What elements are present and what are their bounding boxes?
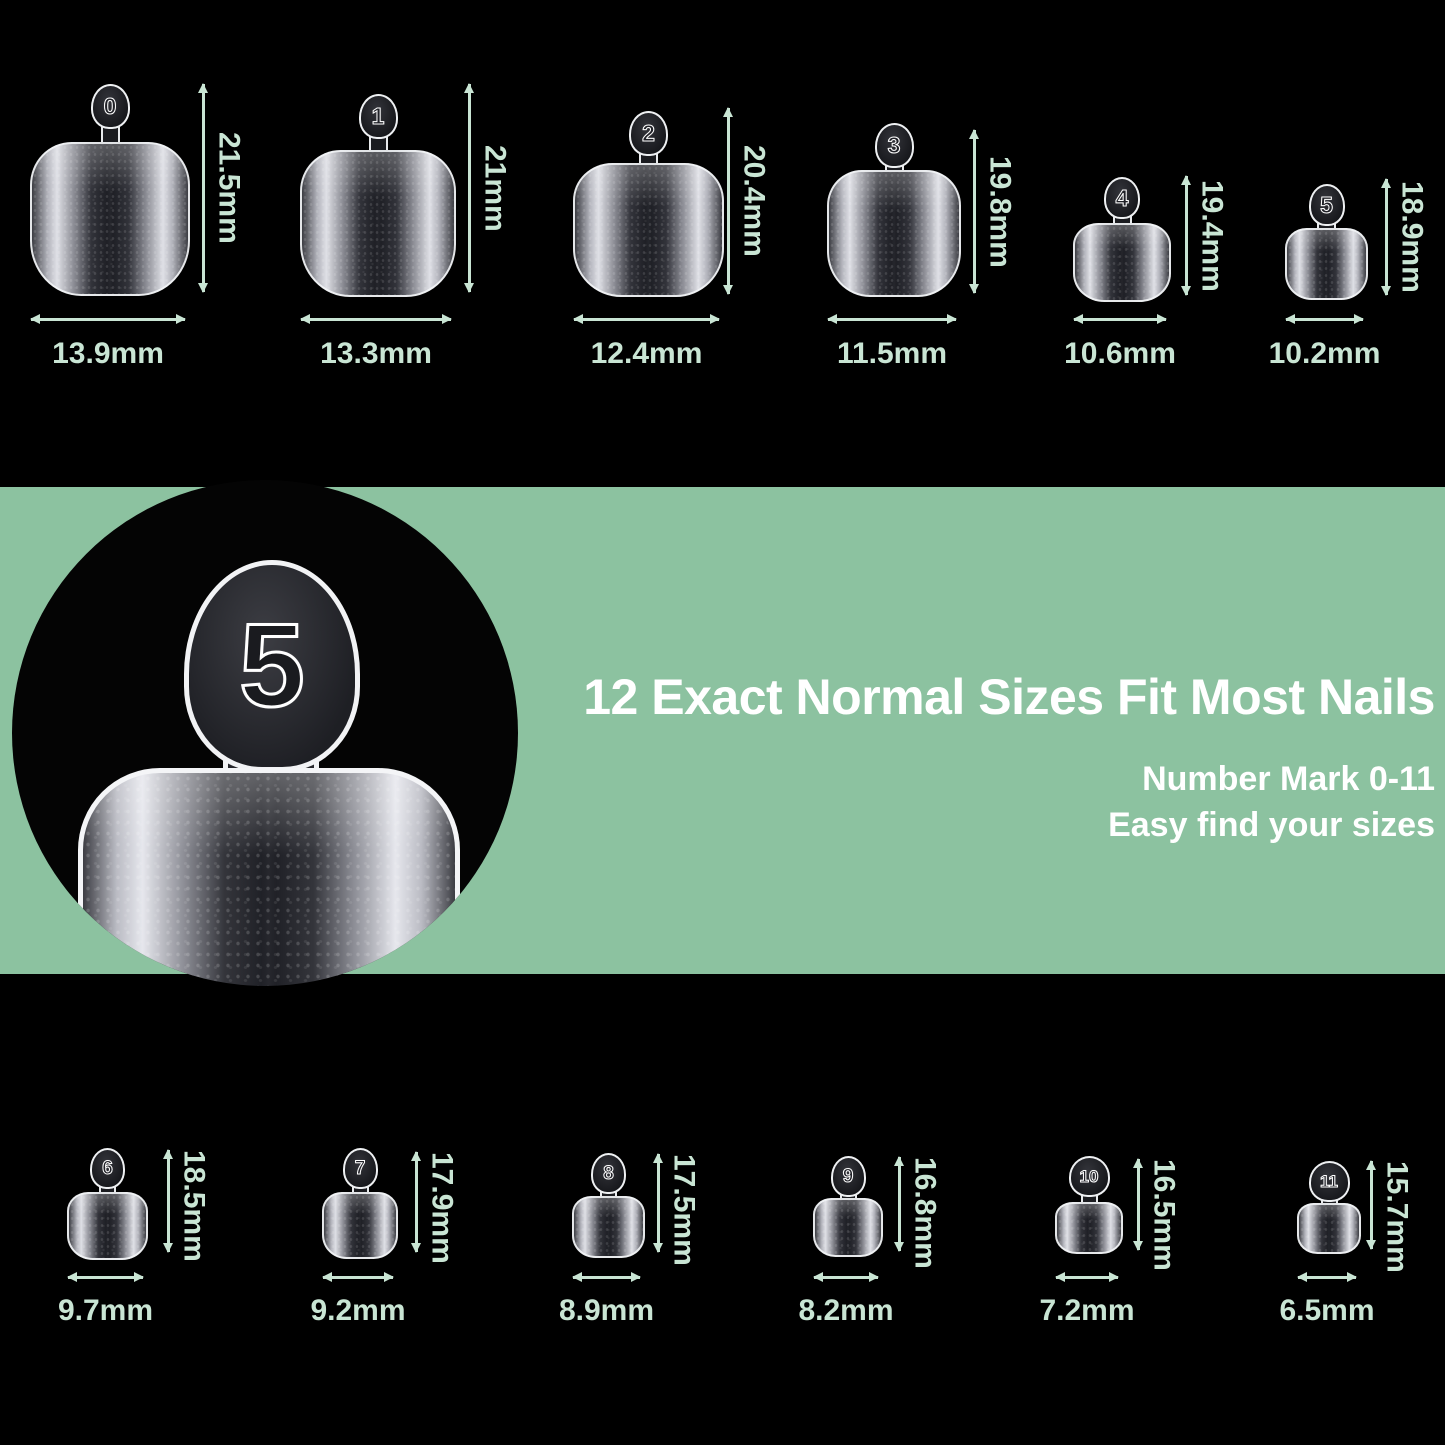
width-label: 13.9mm	[52, 337, 164, 370]
nail-tip-photo	[1055, 1202, 1123, 1254]
nail-tip-photo	[1297, 1203, 1361, 1254]
size-number: 1	[371, 103, 385, 130]
headline-subtitle-line2: Easy find your sizes	[1108, 806, 1435, 844]
height-arrow	[894, 1156, 904, 1252]
size-number: 9	[842, 1165, 854, 1187]
width-label: 12.4mm	[590, 337, 703, 370]
zoom-size-number-tag: 5	[184, 560, 360, 772]
height-arrow	[1366, 1160, 1376, 1250]
size-number: 8	[603, 1162, 615, 1184]
nail-tip-photo	[813, 1198, 883, 1257]
nail-tip-photo	[322, 1192, 398, 1259]
height-label: 19.4mm	[1195, 179, 1229, 292]
height-arrow	[198, 83, 208, 293]
width-arrow	[67, 1272, 144, 1282]
height-label: 17.5mm	[667, 1154, 701, 1266]
zoom-size-number: 5	[238, 599, 307, 734]
headline-subtitle-line1: Number Mark 0-11	[1142, 760, 1435, 798]
size-number: 7	[354, 1157, 366, 1179]
size-number-tag: 8	[591, 1153, 626, 1194]
height-label: 17.9mm	[425, 1152, 459, 1264]
width-label: 11.5mm	[836, 337, 948, 370]
height-label: 19.8mm	[983, 155, 1017, 268]
size-number-tag: 3	[874, 123, 914, 168]
width-label: 9.7mm	[57, 1294, 154, 1327]
size-number: 4	[1115, 184, 1129, 211]
height-label: 16.5mm	[1147, 1159, 1181, 1271]
height-arrow	[464, 83, 474, 293]
width-arrow	[573, 314, 720, 324]
width-label: 8.9mm	[558, 1294, 655, 1327]
nail-tip-photo	[572, 1196, 645, 1258]
height-label: 18.9mm	[1395, 181, 1429, 293]
width-arrow	[322, 1272, 394, 1282]
nail-tip-photo	[573, 163, 724, 297]
size-number: 6	[102, 1157, 114, 1179]
size-number-tag: 4	[1104, 177, 1140, 219]
size-number-tag: 11	[1308, 1161, 1350, 1202]
size-number-tag: 7	[342, 1148, 378, 1189]
width-label: 13.3mm	[320, 337, 432, 370]
nail-tip-photo	[30, 142, 190, 296]
headline-title: 12 Exact Normal Sizes Fit Most Nails	[583, 669, 1435, 725]
size-number: 3	[887, 132, 901, 159]
nail-tip-photo	[67, 1192, 148, 1260]
width-label: 10.6mm	[1064, 337, 1176, 370]
width-label: 6.5mm	[1279, 1294, 1375, 1327]
size-number: 10	[1079, 1166, 1099, 1186]
height-label: 18.5mm	[177, 1150, 211, 1262]
nail-tip-photo	[300, 150, 456, 297]
width-arrow	[300, 314, 452, 324]
height-label: 20.4mm	[737, 145, 771, 257]
size-number-tag: 10	[1068, 1156, 1110, 1197]
size-number-tag: 2	[629, 111, 668, 156]
size-number-tag: 6	[90, 1148, 125, 1189]
height-arrow	[969, 129, 979, 294]
nail-tip-photo	[1285, 228, 1368, 300]
size-number: 11	[1320, 1171, 1339, 1191]
height-arrow	[411, 1151, 421, 1253]
width-arrow	[1073, 314, 1167, 324]
zoom-detail-circle: 5	[12, 480, 518, 986]
size-number-tag: 0	[90, 84, 130, 129]
width-arrow	[1055, 1272, 1119, 1282]
zoom-nail-tip-photo	[78, 768, 460, 986]
width-label: 10.2mm	[1268, 337, 1381, 370]
width-arrow	[813, 1272, 879, 1282]
height-arrow	[1181, 175, 1191, 296]
size-number-tag: 1	[358, 94, 398, 139]
width-label: 8.2mm	[798, 1294, 894, 1327]
height-arrow	[1381, 178, 1391, 296]
headline-block: 12 Exact Normal Sizes Fit Most Nails Num…	[583, 668, 1435, 848]
width-arrow	[572, 1272, 641, 1282]
size-number-tag: 9	[830, 1156, 866, 1197]
size-number-tag: 5	[1308, 184, 1345, 226]
nail-tip-photo	[1073, 223, 1171, 302]
width-arrow	[30, 314, 186, 324]
height-label: 15.7mm	[1380, 1161, 1414, 1273]
nail-tip-photo	[827, 170, 961, 297]
width-label: 7.2mm	[1039, 1294, 1135, 1327]
height-arrow	[653, 1153, 663, 1253]
size-number: 5	[1320, 191, 1334, 218]
height-label: 21.5mm	[212, 132, 246, 244]
height-arrow	[163, 1149, 173, 1253]
height-label: 21mm	[478, 144, 512, 232]
width-arrow	[1297, 1272, 1357, 1282]
width-arrow	[827, 314, 957, 324]
height-arrow	[723, 107, 733, 295]
width-arrow	[1285, 314, 1364, 324]
height-arrow	[1133, 1158, 1143, 1251]
size-number: 0	[103, 93, 117, 120]
size-number: 2	[642, 120, 656, 147]
width-label: 9.2mm	[310, 1294, 406, 1327]
height-label: 16.8mm	[908, 1157, 942, 1269]
